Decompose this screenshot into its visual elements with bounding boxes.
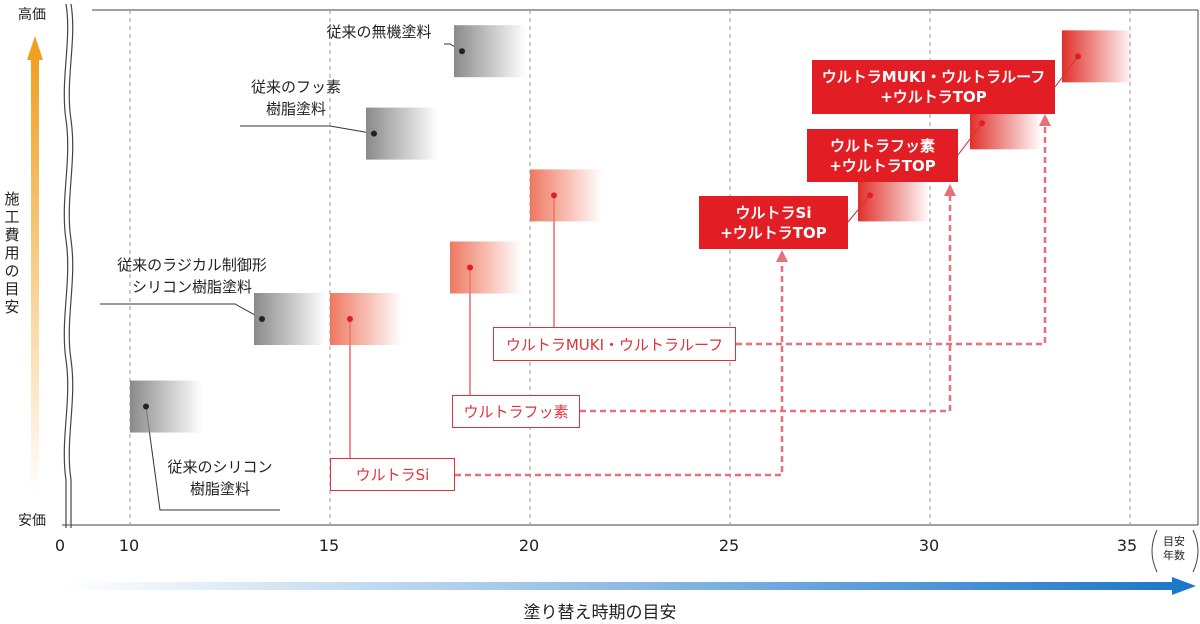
bar-marker-5 (467, 264, 473, 271)
box-top-si-line2: +ウルトラTOP (720, 223, 827, 242)
label-conv-fluoro-line2: 樹脂塗料 (265, 100, 326, 118)
path-muki-to-top (736, 126, 1047, 346)
bar-2 (366, 107, 438, 160)
x-tick-30: 30 (918, 536, 940, 555)
path-fluoro-to-top-head (944, 184, 956, 196)
bar-4 (330, 293, 402, 345)
box-ultra-muki: ウルトラMUKI・ウルトラルーフ (493, 327, 736, 361)
label-conv-inorganic: 従来の無機塗料 (326, 23, 432, 41)
bar-6 (530, 169, 602, 222)
box-top-muki: ウルトラMUKI・ウルトラルーフ +ウルトラTOP (812, 60, 1055, 114)
bar-3 (454, 25, 526, 78)
box-top-muki-line1: ウルトラMUKI・ウルトラルーフ (821, 68, 1046, 86)
box-top-fluoro-line1: ウルトラフッ素 (829, 136, 935, 155)
bar-marker-8 (979, 120, 985, 127)
path-si-to-top (455, 262, 784, 477)
path-fluoro-to-top (580, 196, 952, 413)
bar-1 (254, 293, 326, 345)
x-tick-0: 0 (54, 536, 66, 555)
x-tick-35: 35 (1116, 536, 1138, 555)
path-si-to-top-head (776, 250, 788, 262)
leader-conv-fluoro (240, 125, 375, 135)
gridlines (129, 10, 1131, 525)
label-conv-radical: 従来のラジカル制御形 シリコン樹脂塗料 (92, 254, 292, 298)
label-conv-fluoro-line1: 従来のフッ素 (250, 78, 341, 96)
time-arrow (66, 577, 1196, 595)
box-top-si: ウルトラSi +ウルトラTOP (699, 196, 848, 249)
x-tick-25: 25 (718, 536, 740, 555)
y-axis-title: 施工費用の目安 (4, 190, 20, 316)
label-conv-si-line2: 樹脂塗料 (189, 480, 250, 498)
box-top-muki-line2: +ウルトラTOP (880, 88, 987, 106)
label-conv-radical-line2: シリコン樹脂塗料 (131, 278, 252, 296)
label-conv-si-line1: 従来のシリコン (167, 458, 273, 476)
x-tick-10: 10 (118, 536, 140, 555)
cost-arrow (27, 36, 43, 496)
plot-frame (62, 9, 1199, 526)
y-top-label: 高価 (18, 7, 46, 23)
bar-0 (130, 380, 202, 433)
bar-marker-1 (259, 316, 265, 322)
x-unit-brackets (1151, 529, 1199, 573)
bar-marker-2 (371, 130, 377, 137)
bar-marker-0 (143, 403, 149, 410)
bar-marker-3 (459, 48, 465, 55)
box-top-fluoro: ウルトラフッ素 +ウルトラTOP (807, 129, 958, 182)
axis-break (63, 3, 74, 528)
bar-5 (450, 241, 522, 294)
leader-conv-si (145, 406, 280, 511)
x-axis-title: 塗り替え時期の目安 (523, 603, 677, 623)
bar-marker-9 (1075, 53, 1081, 60)
bar-marker-7 (867, 192, 873, 199)
box-top-fluoro-line2: +ウルトラTOP (829, 156, 936, 175)
y-bottom-label: 安価 (18, 513, 46, 529)
x-unit-line2: 年数 (1163, 549, 1185, 562)
x-tick-15: 15 (318, 536, 340, 555)
x-unit-label: 目安 年数 (1153, 530, 1195, 572)
label-conv-fluoro: 従来のフッ素 樹脂塗料 (226, 76, 366, 120)
box-ultra-si: ウルトラSi (330, 458, 455, 491)
x-tick-20: 20 (518, 536, 540, 555)
label-conv-radical-line1: 従来のラジカル制御形 (117, 256, 267, 274)
bar-9 (1062, 30, 1134, 83)
leader-conv-radical (100, 303, 263, 320)
x-unit-line1: 目安 (1163, 535, 1185, 548)
box-ultra-fluoro: ウルトラフッ素 (452, 395, 580, 428)
bar-marker-6 (551, 192, 557, 199)
label-conv-si: 従来のシリコン 樹脂塗料 (150, 456, 290, 500)
bar-marker-4 (347, 316, 353, 322)
box-top-si-line1: ウルトラSi (735, 203, 812, 222)
